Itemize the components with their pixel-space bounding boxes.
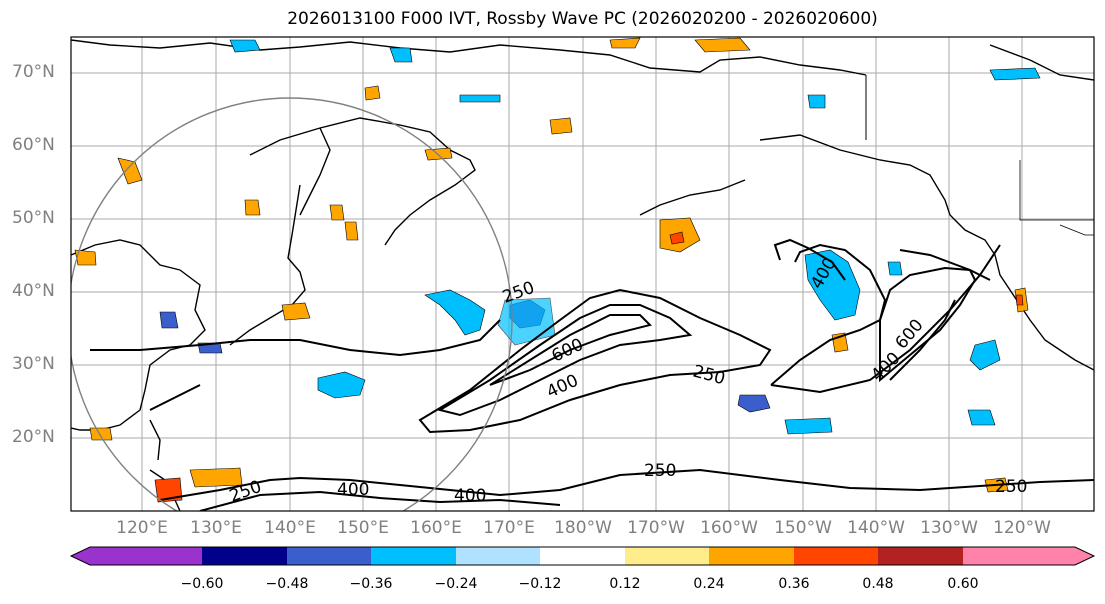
- colorbar-segment: [625, 547, 709, 565]
- lon-label: 150°E: [337, 518, 389, 538]
- colorbar-tick: 0.36: [778, 576, 810, 592]
- lat-label: 60°N: [12, 135, 55, 155]
- lon-label: 160°W: [700, 518, 758, 538]
- coastlines: [71, 39, 1094, 511]
- colorbar-segment: [963, 547, 1094, 565]
- colorbar-outline: [69, 546, 1096, 566]
- map-frame: [70, 36, 1095, 512]
- colorbar-segment: [287, 547, 371, 565]
- lat-label: 40°N: [12, 281, 55, 301]
- colorbar-tick: −0.60: [180, 576, 224, 592]
- lon-label: 150°W: [774, 518, 832, 538]
- reference-circle: [71, 97, 513, 511]
- contour-label: 400: [454, 486, 486, 506]
- map-title: 2026013100 F000 IVT, Rossby Wave PC (202…: [287, 9, 878, 29]
- ivt-contours: [90, 238, 1094, 511]
- colorbar-tick: 0.24: [693, 576, 725, 592]
- contour-label: 400: [337, 480, 369, 500]
- colorbar-segment: [709, 547, 794, 565]
- colorbar-tick: 0.48: [862, 576, 894, 592]
- lat-label: 50°N: [12, 208, 55, 228]
- colorbar-segment: [71, 547, 202, 565]
- gridlines: [71, 37, 1094, 511]
- lon-label: 120°E: [116, 518, 168, 538]
- contour-label: 250: [644, 461, 676, 481]
- colorbar-segment: [540, 547, 625, 565]
- lon-label: 170°W: [627, 518, 685, 538]
- colorbar-tick: 0.60: [947, 576, 979, 592]
- lon-label: 140°W: [847, 518, 905, 538]
- colorbar-tick: 0.12: [609, 576, 641, 592]
- lon-label: 140°E: [264, 518, 316, 538]
- colorbar-tick: −0.48: [265, 576, 309, 592]
- lat-label: 30°N: [12, 354, 55, 374]
- colorbar-segment: [202, 547, 287, 565]
- colorbar-segment: [794, 547, 878, 565]
- lon-label: 180°W: [554, 518, 612, 538]
- colorbar-tick: −0.24: [434, 576, 478, 592]
- lon-label: 130°W: [920, 518, 978, 538]
- contour-label: 250: [995, 477, 1027, 497]
- lon-label: 130°E: [190, 518, 242, 538]
- colorbar-tick: −0.36: [349, 576, 393, 592]
- lon-label: 170°E: [483, 518, 535, 538]
- colorbar-segment: [878, 547, 963, 565]
- lon-label: 160°E: [410, 518, 462, 538]
- colorbar-segment: [371, 547, 456, 565]
- colorbar-tick: −0.12: [518, 576, 562, 592]
- lat-label: 70°N: [12, 62, 55, 82]
- lon-label: 120°W: [993, 518, 1051, 538]
- lat-label: 20°N: [12, 427, 55, 447]
- colorbar-segment: [456, 547, 540, 565]
